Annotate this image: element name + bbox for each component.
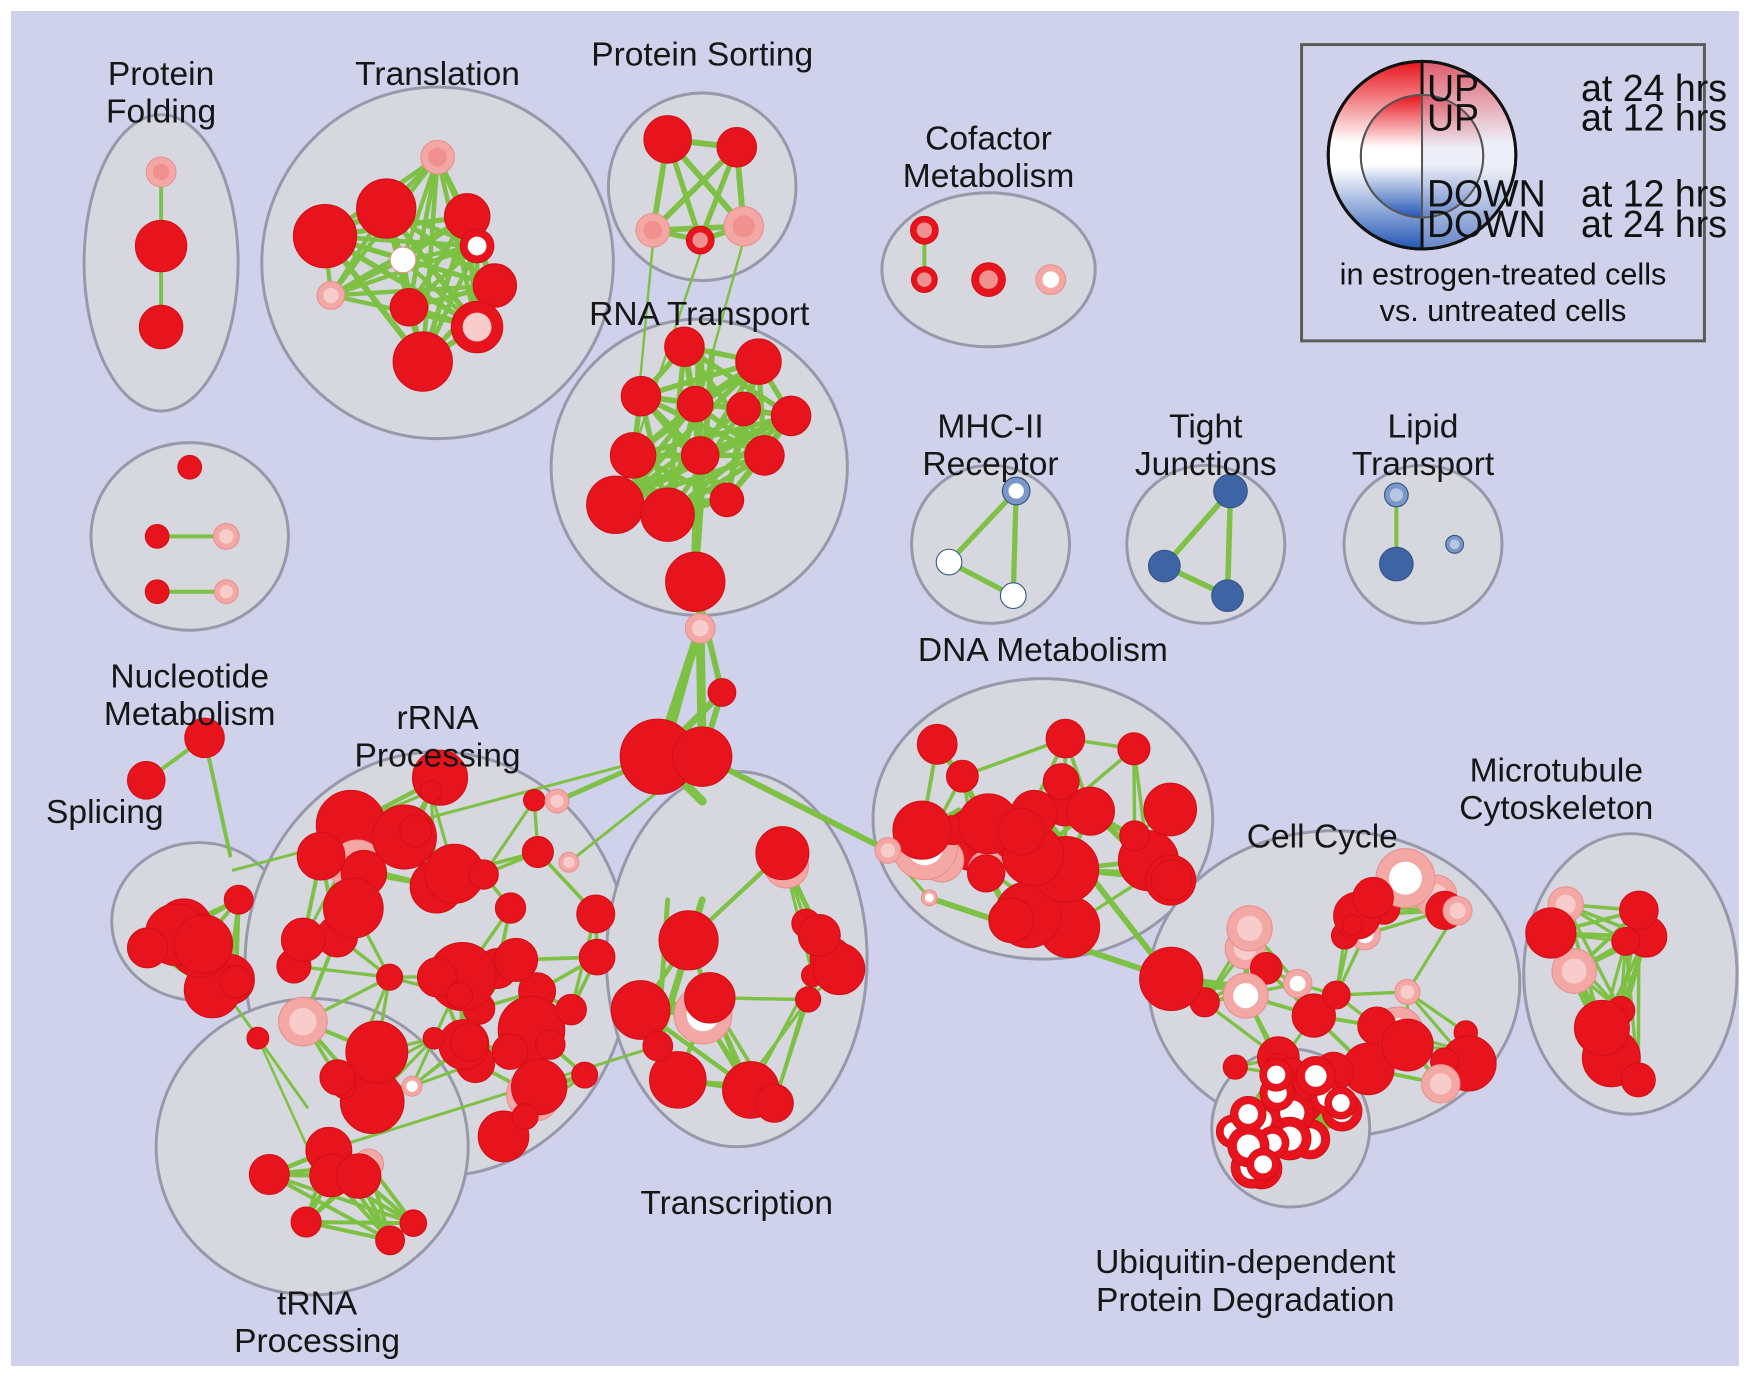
svg-text:at 24 hrs: at 24 hrs [1581,203,1727,245]
svg-text:Splicing: Splicing [46,794,164,831]
svg-text:at 12 hrs: at 12 hrs [1581,96,1727,138]
svg-text:UP: UP [1427,96,1479,138]
svg-text:in estrogen-treated cells: in estrogen-treated cells [1340,258,1667,292]
svg-text:vs. untreated cells: vs. untreated cells [1380,294,1627,328]
svg-text:Protein Sorting: Protein Sorting [591,36,813,73]
svg-text:DNA Metabolism: DNA Metabolism [918,632,1168,669]
svg-text:DOWN: DOWN [1427,203,1546,245]
svg-text:RNA Transport: RNA Transport [589,296,810,333]
svg-text:Cell Cycle: Cell Cycle [1247,819,1398,856]
svg-text:Translation: Translation [355,56,520,93]
svg-text:Transcription: Transcription [640,1185,833,1222]
